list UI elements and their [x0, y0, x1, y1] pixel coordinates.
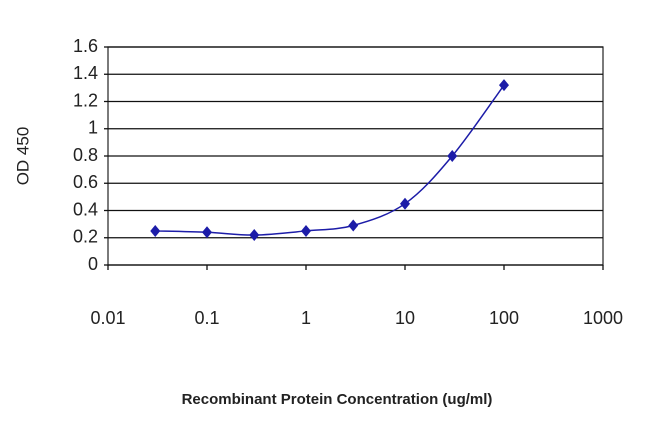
y-tick-label: 0.8 [73, 145, 98, 165]
data-point [202, 226, 212, 239]
y-tick-label: 1 [88, 118, 98, 138]
data-point [249, 229, 260, 242]
x-tick-label: 0.01 [90, 308, 125, 328]
y-axis-label: OD 450 [13, 127, 32, 186]
x-tick-label: 10 [395, 308, 415, 328]
y-tick-label: 1.6 [73, 36, 98, 56]
x-tick-label: 1 [301, 308, 311, 328]
y-tick-label: 0.2 [73, 227, 98, 247]
x-axis-label: Recombinant Protein Concentration (ug/ml… [182, 391, 493, 408]
y-tick-label: 1.4 [73, 63, 98, 83]
y-tick-label: 0.4 [73, 199, 98, 219]
data-point [499, 79, 509, 92]
x-tick-label: 0.1 [194, 308, 219, 328]
data-point [447, 150, 458, 162]
data-point [301, 224, 311, 237]
y-tick-label: 1.2 [73, 90, 98, 110]
y-tick-label: 0.6 [73, 172, 98, 192]
data-point [400, 197, 410, 210]
y-tick-label: 0 [88, 254, 98, 274]
x-tick-label: 1000 [583, 308, 623, 328]
data-point [150, 224, 161, 237]
data-point [348, 219, 359, 232]
x-tick-label: 100 [489, 308, 519, 328]
